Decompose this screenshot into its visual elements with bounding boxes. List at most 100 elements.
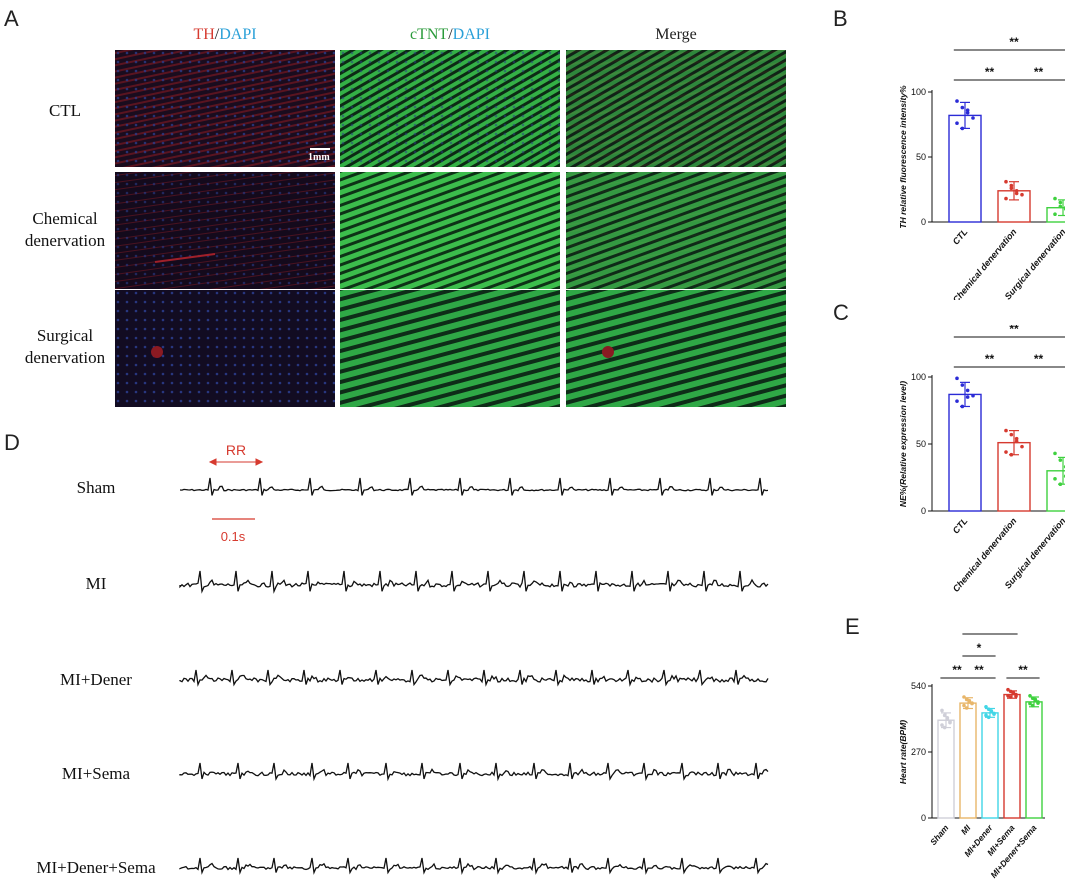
data-point: [1004, 179, 1008, 184]
bar: [937, 719, 955, 819]
significance-label: **: [1009, 325, 1019, 336]
data-point: [955, 121, 959, 125]
y-tick-label: 0: [921, 217, 926, 227]
significance-label: *: [988, 630, 993, 633]
x-tick-label: CTL: [951, 516, 970, 536]
data-point: [955, 99, 959, 103]
data-point: [1004, 196, 1008, 201]
y-tick-label: 0: [921, 506, 926, 516]
ecg-trace-mi-dener-sema: [179, 857, 769, 876]
panel-c-letter: C: [833, 300, 849, 325]
row-label-line: Surgical: [36, 326, 94, 345]
data-point: [1020, 444, 1024, 449]
data-point: [992, 712, 996, 716]
data-point: [1028, 693, 1032, 698]
data-point: [989, 709, 994, 713]
data-point: [962, 695, 966, 699]
data-point: [964, 706, 969, 710]
data-point: [1033, 697, 1038, 702]
ecg-trace-mi-sema: [179, 762, 769, 782]
data-point: [962, 703, 966, 708]
scale-bar: [310, 148, 330, 150]
header-part: /: [214, 26, 220, 43]
header-part: cTNT: [410, 26, 449, 43]
bar: [948, 114, 982, 223]
row-label-line: Chemical: [32, 209, 98, 228]
y-tick-label: 270: [911, 747, 926, 757]
column-header-merge: Merge: [566, 26, 786, 44]
data-point: [1053, 451, 1057, 456]
data-point: [1011, 691, 1016, 695]
data-point: [965, 111, 970, 115]
ecg-trace-sham: [179, 477, 769, 496]
data-point: [1058, 204, 1063, 209]
significance-label: **: [952, 663, 962, 677]
data-point: [1014, 189, 1019, 193]
data-point: [1014, 439, 1019, 444]
row-label-line: CTL: [48, 101, 82, 120]
x-tick-label: Sham: [928, 823, 951, 847]
header-part: Merge: [655, 26, 697, 43]
micrograph-chemical-ctnt: [340, 172, 560, 289]
data-point: [1004, 450, 1008, 454]
data-point: [1014, 436, 1019, 441]
y-tick-label: 0: [921, 813, 926, 823]
data-point: [955, 376, 959, 381]
data-point: [984, 713, 988, 718]
data-point: [1008, 689, 1013, 694]
significance-label: *: [977, 641, 982, 655]
data-point: [1036, 701, 1040, 705]
data-point: [960, 126, 965, 131]
data-point: [960, 105, 965, 110]
row-label-ctl: CTL: [10, 100, 120, 122]
y-tick-label: 540: [911, 681, 926, 691]
data-point: [1004, 428, 1008, 433]
significance-label: **: [985, 65, 995, 79]
ecg-traces: RR 0.1s: [179, 442, 769, 876]
x-tick-label: CTL: [951, 227, 970, 247]
micrograph-ctl-merge: [566, 50, 786, 167]
row-label-line: denervation: [24, 348, 106, 367]
data-point: [1020, 192, 1024, 197]
ecg-trace-mi-dener: [179, 669, 769, 687]
header-part: DAPI: [219, 26, 257, 43]
scale-bar-label: 1mm: [308, 152, 330, 163]
data-point: [1009, 183, 1014, 188]
panel-e-letter: E: [845, 614, 860, 639]
y-tick-label: 100: [911, 372, 926, 382]
ecg-label-mi-dener-sema: MI+Dener+Sema: [36, 858, 156, 877]
data-point: [967, 698, 972, 703]
data-point: [1058, 200, 1063, 205]
time-scale-label: 0.1s: [221, 529, 246, 544]
significance-label: **: [1034, 352, 1044, 366]
data-point: [1014, 191, 1019, 196]
y-axis-label: TH relative fluorescence intensity%: [898, 85, 908, 229]
data-point: [1030, 703, 1035, 708]
ecg-label-mi: MI: [85, 574, 107, 593]
data-point: [942, 713, 947, 718]
significance-label: **: [974, 663, 984, 677]
ecg-trace-mi: [179, 570, 769, 594]
micrograph-chemical-th: [115, 172, 335, 289]
significance-label: **: [985, 352, 995, 366]
row-label-chemical: Chemical denervation: [10, 208, 120, 252]
data-point: [1009, 432, 1014, 437]
bar: [1003, 693, 1021, 819]
significance-label: **: [1009, 35, 1019, 49]
data-point: [1008, 695, 1013, 699]
y-axis-label: NE%(Relative expression level): [898, 381, 908, 507]
header-part: DAPI: [452, 26, 490, 43]
column-header-ctnt-dapi: cTNT/DAPI: [340, 26, 560, 44]
data-point: [1053, 212, 1057, 216]
data-point: [1009, 452, 1014, 457]
x-tick-label: MI: [959, 822, 973, 836]
data-point: [942, 725, 947, 730]
ecg-label-mi-sema: MI+Sema: [61, 764, 131, 783]
header-part: /: [448, 26, 453, 43]
micrograph-ctl-th: [115, 50, 335, 167]
data-point: [940, 723, 944, 727]
ecg-label-mi-dener: MI+Dener: [60, 670, 132, 689]
data-point: [1028, 701, 1032, 706]
bar: [1046, 470, 1065, 512]
